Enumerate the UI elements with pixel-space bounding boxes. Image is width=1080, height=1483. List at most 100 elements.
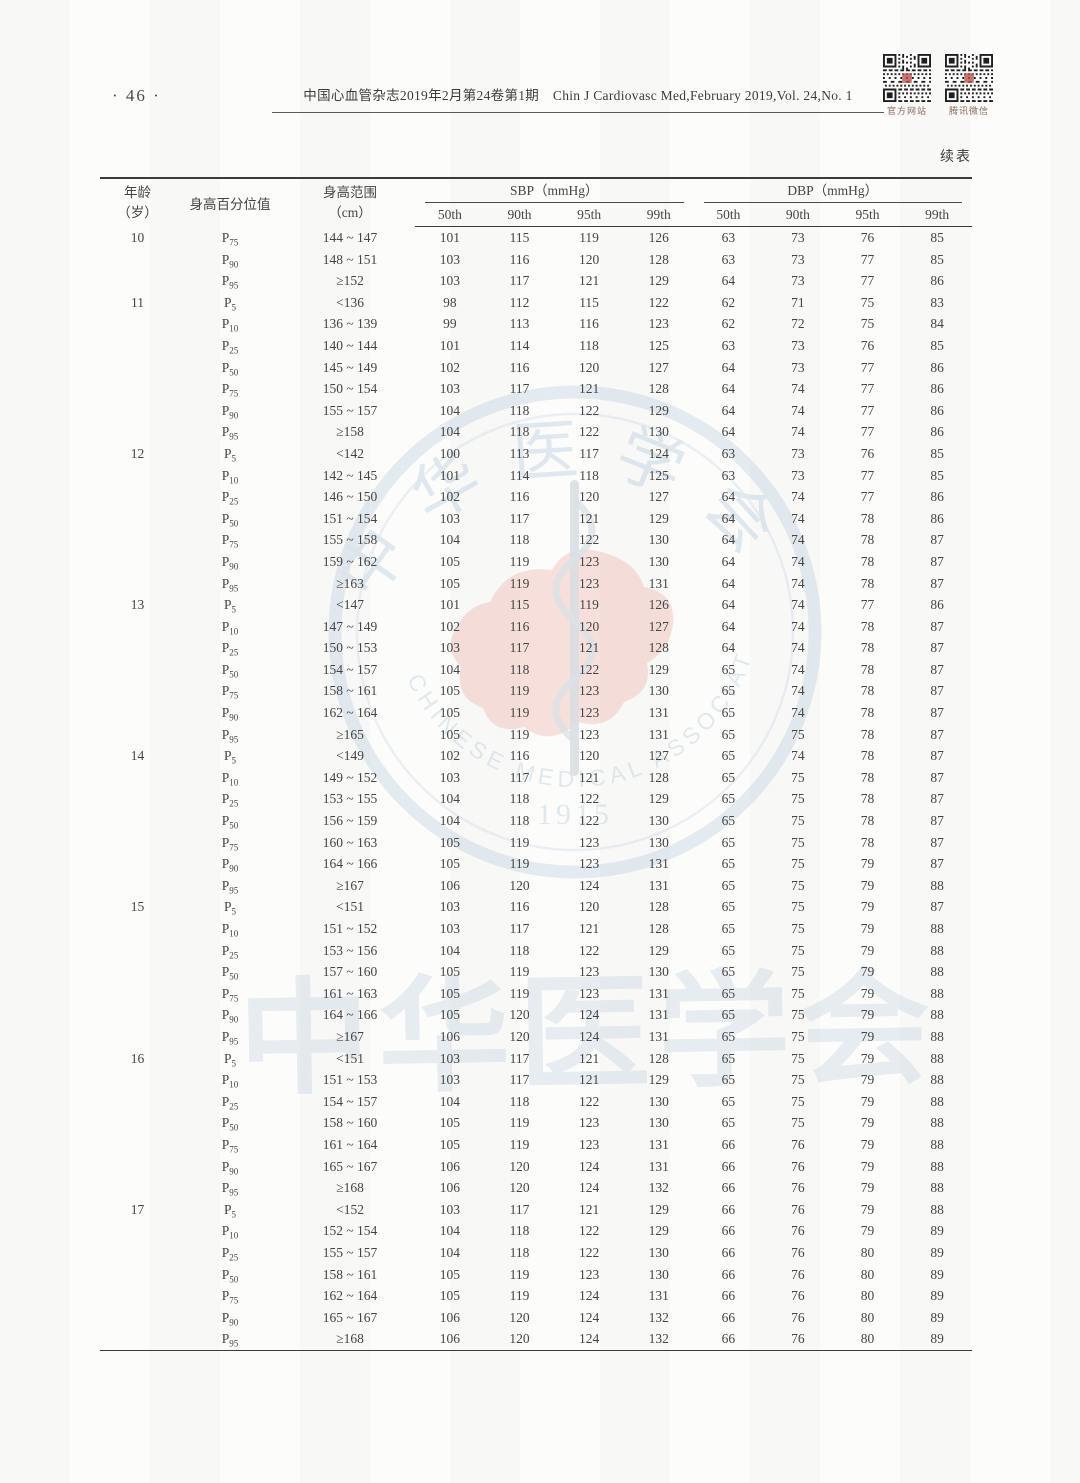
bp-value-cell: 103 bbox=[439, 1072, 460, 1088]
bp-value-cell: 88 bbox=[930, 1050, 944, 1066]
bp-value-cell: 88 bbox=[930, 1136, 944, 1152]
table-row: P75 158 ~ 161 105 119 123 130 65 74 78 8… bbox=[100, 680, 972, 702]
bp-value-cell: 123 bbox=[578, 705, 600, 721]
bp-value-cell: 78 bbox=[860, 726, 875, 742]
bp-value-cell: 122 bbox=[578, 661, 600, 677]
table-row: P90 155 ~ 157 104 118 122 129 64 74 77 8… bbox=[100, 400, 972, 422]
percentile-cell: P10 bbox=[221, 467, 239, 486]
bp-value-cell: 85 bbox=[930, 251, 944, 267]
bp-value-cell: 66 bbox=[721, 1180, 736, 1196]
bp-value-cell: 65 bbox=[721, 1093, 736, 1109]
percentile-cell: P75 bbox=[221, 985, 239, 1004]
bp-value-cell: 65 bbox=[721, 921, 736, 936]
bp-value-cell: 102 bbox=[439, 359, 460, 375]
age-cell bbox=[100, 1091, 175, 1113]
bp-value-cell: 79 bbox=[860, 856, 875, 872]
table-header: 年龄 （岁） 身高百分位值 身高范围 （cm） SBP（mmHg） DBP（mm… bbox=[100, 178, 972, 227]
bp-value-cell: 119 bbox=[579, 230, 599, 245]
bp-value-cell: 102 bbox=[439, 618, 460, 634]
bp-value-cell: 87 bbox=[930, 726, 944, 742]
bp-value-cell: 75 bbox=[791, 921, 805, 936]
age-cell: 15 bbox=[130, 899, 145, 915]
bp-value-cell: 130 bbox=[648, 553, 669, 569]
bp-value-cell: 87 bbox=[930, 618, 944, 634]
qr-code-icon bbox=[945, 54, 993, 102]
bp-value-cell: 64 bbox=[721, 575, 736, 591]
bp-value-cell: 88 bbox=[930, 1007, 944, 1023]
table-row: 13 P5 <147 101 115 119 126 64 74 77 86 bbox=[100, 594, 972, 616]
bp-value-cell: 84 bbox=[930, 316, 944, 332]
percentile-cell: P5 bbox=[224, 1050, 237, 1069]
bp-value-cell: 118 bbox=[509, 1244, 530, 1260]
bp-value-cell: 125 bbox=[648, 337, 669, 353]
percentile-cell: P10 bbox=[221, 618, 239, 637]
age-cell: 12 bbox=[130, 445, 145, 461]
height-range-cell: 144 ~ 147 bbox=[322, 229, 378, 245]
bp-value-cell: 65 bbox=[721, 1007, 736, 1023]
bp-value-cell: 87 bbox=[930, 640, 944, 656]
bp-value-cell: 74 bbox=[791, 575, 805, 591]
table-row: P25 154 ~ 157 104 118 122 130 65 75 79 8… bbox=[100, 1091, 972, 1113]
bp-value-cell: 114 bbox=[509, 467, 530, 483]
bp-value-cell: 77 bbox=[860, 402, 875, 418]
age-cell bbox=[100, 875, 175, 897]
bp-value-cell: 78 bbox=[860, 705, 875, 721]
bp-value-cell: 126 bbox=[648, 597, 669, 613]
bp-value-cell: 75 bbox=[791, 1007, 805, 1023]
age-cell: 13 bbox=[130, 597, 145, 613]
bp-value-cell: 76 bbox=[791, 1136, 805, 1152]
age-cell bbox=[100, 918, 175, 940]
bp-value-cell: 76 bbox=[860, 337, 875, 353]
percentile-cell: P5 bbox=[224, 899, 237, 918]
table-row: P10 151 ~ 152 103 117 121 128 65 75 79 8… bbox=[100, 918, 972, 940]
bp-value-cell: 124 bbox=[578, 1288, 600, 1304]
bp-value-cell: 123 bbox=[578, 575, 600, 591]
age-cell bbox=[100, 270, 175, 292]
percentile-cell: P25 bbox=[221, 942, 239, 961]
bp-value-cell: 88 bbox=[930, 877, 944, 893]
bp-value-cell: 77 bbox=[860, 273, 875, 289]
bp-value-cell: 79 bbox=[860, 899, 875, 915]
percentile-cell: P90 bbox=[221, 1158, 239, 1177]
height-range-cell: 151 ~ 154 bbox=[322, 510, 378, 526]
bp-value-cell: 116 bbox=[509, 251, 530, 267]
bp-value-cell: 66 bbox=[721, 1244, 736, 1260]
col-group-dbp: DBP（mmHg） bbox=[694, 178, 972, 203]
col-header-sbp-90th: 90th bbox=[484, 203, 555, 227]
bp-value-cell: 121 bbox=[578, 921, 600, 936]
height-range-cell: 153 ~ 155 bbox=[322, 791, 378, 807]
bp-value-cell: 86 bbox=[930, 489, 944, 505]
bp-value-cell: 65 bbox=[721, 985, 736, 1001]
table-row: P50 157 ~ 160 105 119 123 130 65 75 79 8… bbox=[100, 961, 972, 983]
bp-value-cell: 75 bbox=[791, 899, 805, 915]
bp-value-cell: 119 bbox=[509, 553, 530, 569]
bp-value-cell: 65 bbox=[721, 899, 736, 915]
bp-value-cell: 117 bbox=[509, 381, 530, 397]
bp-value-cell: 116 bbox=[509, 489, 530, 505]
bp-value-cell: 128 bbox=[648, 921, 669, 936]
bp-value-cell: 123 bbox=[578, 1136, 600, 1152]
bp-value-cell: 122 bbox=[578, 1223, 600, 1239]
bp-value-cell: 79 bbox=[860, 1093, 875, 1109]
bp-value-cell: 120 bbox=[509, 1007, 530, 1023]
bp-value-cell: 105 bbox=[439, 1136, 460, 1152]
table-row: P50 156 ~ 159 104 118 122 130 65 75 78 8… bbox=[100, 810, 972, 832]
bp-value-cell: 88 bbox=[930, 1158, 944, 1174]
bp-value-cell: 78 bbox=[860, 510, 875, 526]
height-range-cell: ≥168 bbox=[336, 1331, 364, 1347]
bp-value-cell: 87 bbox=[930, 791, 944, 807]
bp-value-cell: 101 bbox=[439, 597, 460, 613]
bp-value-cell: 75 bbox=[791, 1028, 805, 1044]
bp-value-cell: 105 bbox=[439, 575, 460, 591]
bp-value-cell: 63 bbox=[721, 337, 736, 353]
bp-value-cell: 106 bbox=[439, 1180, 460, 1196]
col-header-sbp-50th: 50th bbox=[415, 203, 485, 227]
bp-value-cell: 106 bbox=[439, 1331, 460, 1347]
age-cell bbox=[100, 1156, 175, 1178]
bp-value-cell: 79 bbox=[860, 1072, 875, 1088]
table-row: P25 140 ~ 144 101 114 118 125 63 73 76 8… bbox=[100, 335, 972, 357]
height-range-cell: 146 ~ 150 bbox=[322, 489, 378, 505]
bp-value-cell: 118 bbox=[509, 1223, 530, 1239]
bp-value-cell: 86 bbox=[930, 359, 944, 375]
table-row: P25 146 ~ 150 102 116 120 127 64 74 77 8… bbox=[100, 486, 972, 508]
